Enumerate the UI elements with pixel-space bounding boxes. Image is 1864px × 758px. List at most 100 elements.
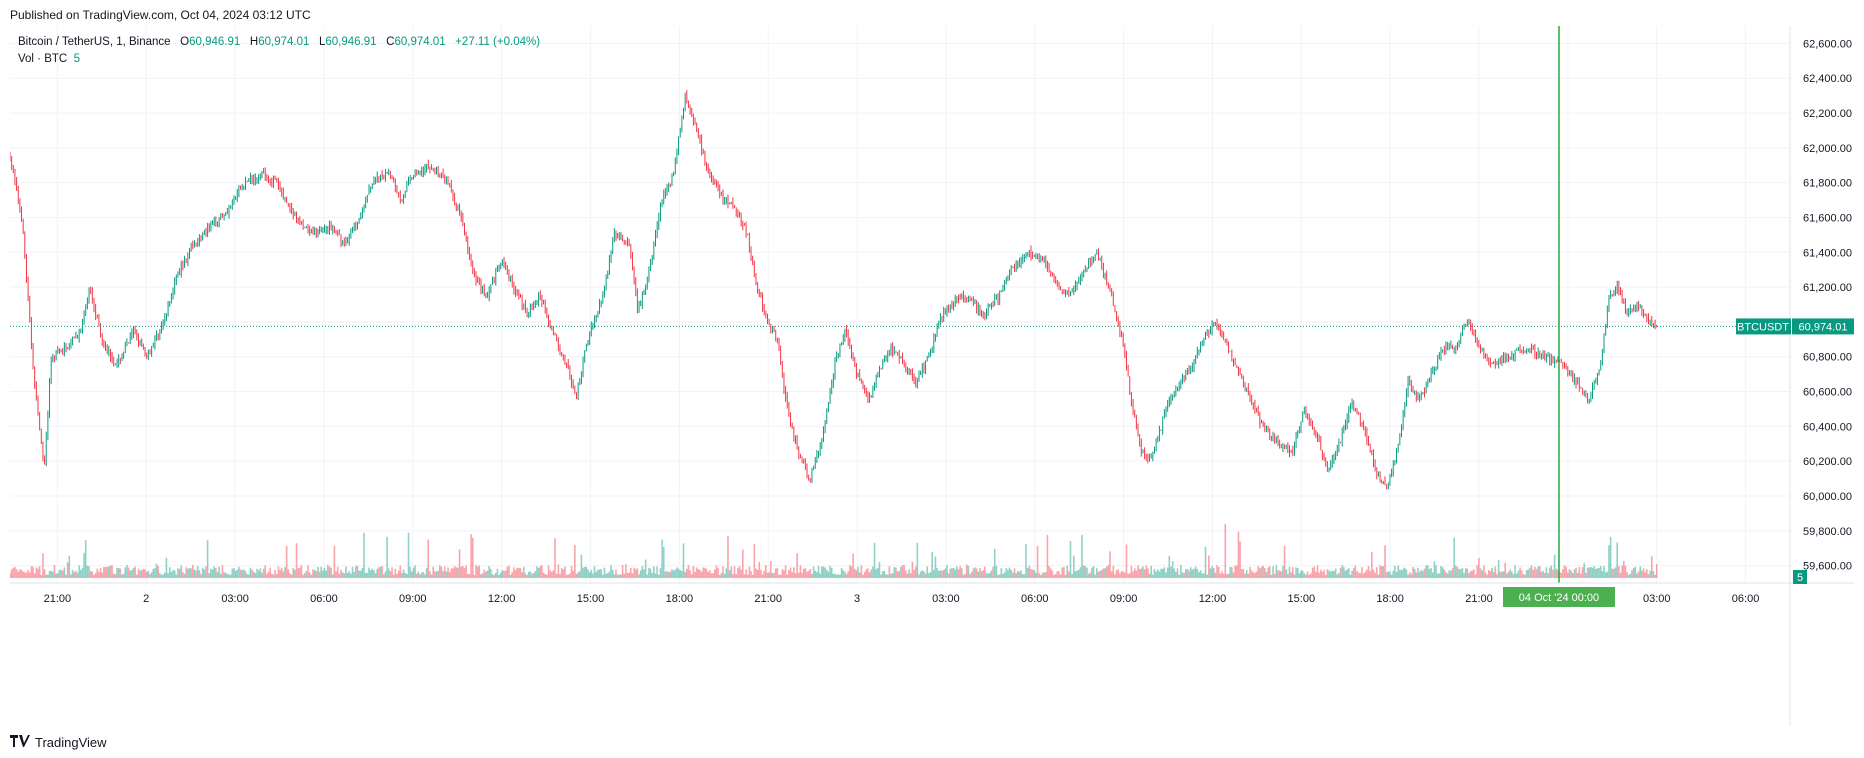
volume-bar bbox=[1547, 573, 1549, 578]
footer-brand[interactable]: TradingView bbox=[10, 735, 107, 750]
volume-bar bbox=[1183, 572, 1185, 578]
volume-bar bbox=[1614, 567, 1617, 578]
volume-bar bbox=[781, 569, 784, 578]
volume-bar bbox=[1013, 568, 1016, 578]
volume-bar bbox=[155, 563, 158, 578]
volume-bar bbox=[132, 568, 135, 578]
volume-bar bbox=[1624, 565, 1627, 578]
volume-bar bbox=[1214, 572, 1217, 578]
volume-bar bbox=[364, 572, 367, 578]
volume-bar bbox=[10, 569, 13, 578]
volume-bar bbox=[536, 566, 538, 578]
volume-bar bbox=[392, 574, 395, 578]
volume-bar bbox=[427, 539, 430, 578]
volume-bar bbox=[1499, 571, 1502, 578]
volume-bar bbox=[967, 565, 970, 578]
volume-bar bbox=[806, 571, 808, 578]
volume-bar bbox=[1334, 568, 1337, 578]
volume-bar bbox=[1074, 571, 1077, 578]
volume-bar bbox=[486, 570, 489, 578]
volume-bar bbox=[1293, 574, 1296, 578]
volume-bar bbox=[1601, 571, 1604, 578]
time-axis[interactable]: 21:00 2 03:00 06:00 09:00 12:00 15:00 18:00 21:0… bbox=[44, 593, 1760, 605]
volume-bar bbox=[735, 574, 738, 578]
volume-bar bbox=[280, 567, 283, 578]
volume-bar bbox=[1418, 571, 1421, 578]
volume-bar bbox=[363, 532, 365, 578]
volume-bar bbox=[746, 574, 749, 578]
volume-bar bbox=[28, 572, 31, 578]
volume-bar bbox=[1502, 571, 1505, 578]
volume-bar bbox=[455, 567, 458, 578]
volume-bar bbox=[1058, 571, 1060, 578]
volume-bar bbox=[895, 567, 897, 578]
volume-bar bbox=[602, 574, 604, 578]
volume-bar bbox=[997, 574, 999, 578]
volume-bar bbox=[1606, 571, 1609, 578]
volume-bar bbox=[1099, 570, 1101, 578]
volume-bar bbox=[1408, 572, 1411, 578]
volume-bar bbox=[1059, 574, 1062, 578]
volume-bar bbox=[638, 574, 640, 578]
volume-bar bbox=[934, 556, 937, 578]
volume-bar bbox=[1649, 570, 1651, 578]
volume-bar bbox=[1117, 569, 1120, 578]
volume-bar bbox=[333, 545, 336, 578]
volume-bar bbox=[1354, 565, 1357, 578]
volume-bar bbox=[921, 570, 924, 578]
volume-bar bbox=[1003, 572, 1006, 578]
legend-symbol[interactable]: Bitcoin / TetherUS, 1, Binance bbox=[18, 36, 171, 48]
volume-bar bbox=[980, 571, 983, 578]
volume-bar bbox=[814, 570, 817, 578]
volume-bar bbox=[1568, 569, 1571, 578]
volume-bar bbox=[1091, 567, 1093, 578]
volume-bar bbox=[303, 573, 306, 578]
volume-bar bbox=[1459, 569, 1462, 578]
volume-bar bbox=[1096, 568, 1098, 578]
volume-bar bbox=[1618, 566, 1620, 578]
volume-bar bbox=[335, 571, 337, 578]
volume-bar bbox=[1300, 570, 1302, 578]
volume-bar bbox=[373, 570, 375, 578]
volume-bar bbox=[1435, 565, 1437, 578]
volume-bar bbox=[1527, 569, 1530, 578]
volume-bar bbox=[88, 566, 90, 578]
volume-bar bbox=[816, 571, 818, 578]
volume-bar bbox=[1259, 568, 1261, 578]
volume-bar bbox=[422, 572, 425, 578]
volume-bar bbox=[574, 544, 576, 578]
volume-bar bbox=[1216, 565, 1218, 578]
volume-bar bbox=[271, 573, 273, 578]
volume-bar bbox=[896, 571, 899, 578]
volume-bar bbox=[1629, 573, 1632, 578]
volume-bar bbox=[226, 573, 229, 578]
volume-bar bbox=[80, 570, 82, 578]
price-chart[interactable]: 62,600.00 62,400.00 62,200.00 62,000.00 61,8… bbox=[10, 26, 1854, 726]
volume-bar bbox=[567, 574, 570, 578]
volume-bar bbox=[127, 567, 130, 578]
volume-bar bbox=[1148, 573, 1151, 578]
volume-bar bbox=[707, 571, 710, 578]
volume-bar bbox=[802, 568, 805, 578]
volume-bar bbox=[743, 574, 746, 578]
volume-bar bbox=[1040, 574, 1042, 578]
volume-bar bbox=[254, 572, 257, 578]
legend-volume-label[interactable]: Vol · BTC bbox=[18, 53, 68, 65]
volume-bar bbox=[211, 569, 214, 578]
volume-bar bbox=[621, 565, 624, 578]
volume-bar bbox=[941, 570, 943, 578]
volume-bar bbox=[1147, 568, 1149, 578]
volume-bar bbox=[1590, 566, 1592, 578]
volume-bar bbox=[20, 569, 23, 578]
price-badges: BTCUSDT 60,974.01 5 04 Oct '24 00:00 bbox=[1502, 318, 1854, 607]
volume-bar bbox=[508, 565, 510, 578]
time-tick-label: 09:00 bbox=[399, 593, 427, 605]
volume-bar bbox=[1122, 571, 1124, 578]
volume-bar bbox=[648, 567, 650, 578]
volume-bar bbox=[1530, 565, 1533, 578]
volume-bar bbox=[1333, 570, 1335, 578]
volume-bar bbox=[99, 567, 102, 578]
volume-bar bbox=[1002, 573, 1004, 578]
volume-bar bbox=[262, 568, 265, 578]
volume-bar bbox=[94, 573, 97, 578]
